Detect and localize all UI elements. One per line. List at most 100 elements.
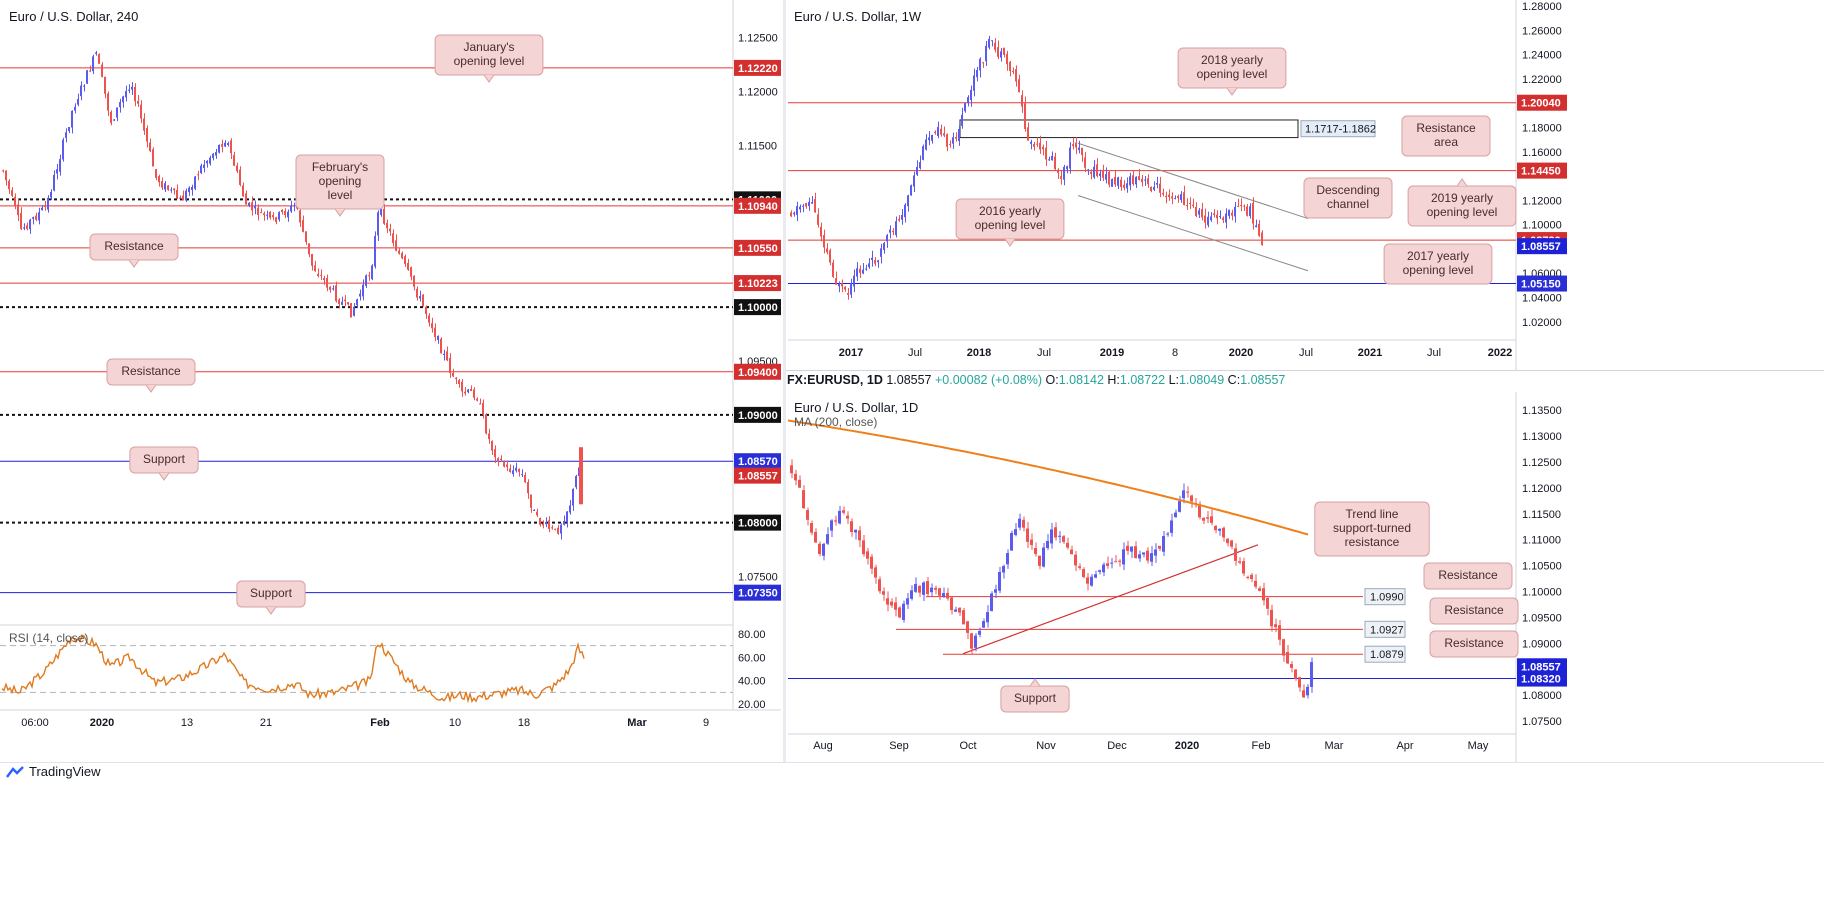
c240-candle [311, 253, 313, 266]
c1d-candle [1282, 639, 1285, 656]
x-tick-label: 2020 [90, 717, 114, 729]
c1d-candle [806, 510, 809, 520]
c1w-candle [886, 235, 888, 242]
chart-1d-svg[interactable]: 1.13500 1.13000 1.12500 1.12000 1.11500 1.110… [788, 392, 1824, 762]
c1d-candle [934, 587, 937, 590]
bottom-bar [0, 762, 1824, 911]
channel-upper [1077, 142, 1309, 220]
c1w-candle [1045, 147, 1047, 160]
c1w-candle [1252, 202, 1254, 224]
c1w-candle [841, 282, 843, 287]
c1w-candle [1048, 159, 1050, 161]
c240-candle [248, 202, 250, 206]
c1w-candle [1171, 196, 1173, 199]
c1w-candle [1237, 205, 1239, 207]
c240-candle [572, 488, 574, 506]
c240-candle [185, 190, 187, 201]
callout-support-text: Support [1014, 691, 1057, 705]
level-tag-bg [734, 197, 781, 214]
c1w-candle [1111, 178, 1113, 187]
c1w-candle [1084, 157, 1086, 168]
c1d-candle [1050, 529, 1053, 544]
c240-candle [278, 212, 280, 220]
c1w-candle [1078, 147, 1080, 150]
callout-2019-opening-text: opening level [1427, 205, 1498, 219]
c1d-candle [1102, 564, 1105, 573]
c1w-candle [829, 250, 831, 263]
callout-februarys-opening-text: opening [319, 174, 362, 188]
symbol-last: 1.08557 [886, 373, 932, 387]
c1w-candle [790, 212, 792, 217]
chart-240-svg[interactable]: 1.125001.120001.115001.095001.075001.122… [0, 0, 781, 762]
c1w-candle [988, 38, 990, 48]
c1w-candle [1231, 212, 1233, 216]
c1d-candle [810, 523, 813, 533]
c240-candle [338, 299, 340, 305]
c240-candle [158, 176, 160, 183]
c240-candle [452, 372, 454, 377]
c240-candle [380, 206, 382, 215]
c240-candle [176, 189, 178, 199]
callout-2016-opening-text: 2016 yearly [979, 204, 1041, 218]
c240-candle [272, 215, 274, 218]
c240-candle [398, 250, 400, 254]
callout-februarys-opening-text: February's [312, 160, 368, 174]
c1w-candle [955, 136, 957, 139]
c1d-candle [1078, 566, 1081, 568]
c240-candle [533, 509, 535, 511]
c1w-candle [1081, 147, 1083, 156]
c1d-candle [1302, 690, 1305, 698]
y-tick-label: 1.12500 [738, 33, 778, 45]
c240-candle [566, 511, 568, 523]
c240-candle [317, 273, 319, 277]
c240-candle [137, 100, 139, 104]
c1d-candle [838, 510, 841, 524]
tradingview-brand[interactable]: TradingView [6, 764, 101, 779]
c1w-candle [865, 268, 867, 270]
c1w-candle [826, 248, 828, 253]
c1d-candle [1182, 490, 1185, 499]
c240-candle [125, 91, 127, 98]
c1w-candle [805, 203, 807, 207]
level-tag: 1.10000 [738, 302, 778, 314]
level-tag: 1.08000 [738, 518, 778, 530]
c1d-candle [1110, 562, 1113, 564]
c240-candle [200, 165, 202, 174]
c1w-candle [913, 175, 915, 187]
c1w-candle [1156, 183, 1158, 185]
c240-candle [341, 301, 343, 305]
c240-candle [569, 505, 571, 513]
c240-candle [308, 243, 310, 255]
c240-candle [215, 152, 217, 156]
c1w-candle [793, 212, 795, 215]
x-tick-label: Aug [813, 740, 833, 752]
c1d-candle [866, 551, 869, 559]
c1d-candle [1190, 495, 1193, 502]
chart-panel-1w[interactable]: 1.28000 1.26000 1.24000 1.22000 1.18000 1.160… [788, 0, 1824, 370]
chart-panel-1d[interactable]: 1.13500 1.13000 1.12500 1.12000 1.11500 1.110… [788, 392, 1824, 762]
c1w-candle [850, 282, 852, 295]
c1d-candle [1178, 501, 1181, 512]
c1d-candle [1246, 576, 1249, 578]
c1d-candle [1090, 576, 1093, 586]
c240-candle [353, 306, 355, 316]
rsi-label: RSI (14, close) [9, 631, 89, 645]
c240-candle [332, 288, 334, 290]
c240-candle [29, 219, 31, 230]
c1w-candle [844, 286, 846, 290]
c1w-candle [943, 133, 945, 136]
chart-1w-svg[interactable]: 1.28000 1.26000 1.24000 1.22000 1.18000 1.160… [788, 0, 1824, 370]
c1w-candle [853, 275, 855, 287]
level-tag-bg [734, 514, 781, 531]
c240-candle [26, 225, 28, 229]
c240-candle [116, 107, 118, 118]
c1d-candle [1106, 563, 1109, 566]
level-box-label: 1.0990 [1370, 592, 1404, 604]
c240-candle [35, 215, 37, 220]
c1d-candle [1054, 527, 1057, 538]
c1w-candle [1027, 127, 1029, 141]
symbol-l-label: L: [1168, 373, 1179, 387]
chart-panel-240[interactable]: 1.12500 1.12000 1.11500 1.09500 1.07500 1.122… [0, 0, 781, 762]
